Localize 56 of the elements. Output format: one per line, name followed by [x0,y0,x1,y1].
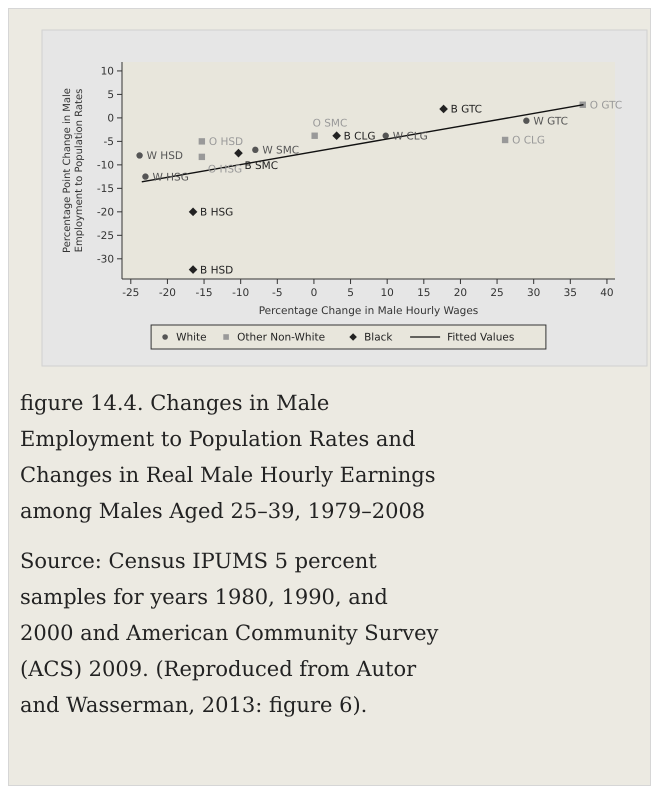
annotation: B CLG [344,130,376,142]
y-tick-label: 5 [107,89,114,102]
point [502,136,508,144]
x-axis-title: Percentage Change in Male Hourly Wages [258,305,478,317]
x-tick-label: -5 [272,287,283,299]
legend-label: Black [364,332,394,344]
x-tick-label: -25 [122,287,140,299]
annotation: W GTC [533,115,568,128]
x-tick-label: 5 [347,287,354,299]
point [332,131,341,140]
x-tick-label: 0 [310,287,318,299]
x-tick-label: -10 [232,287,250,299]
x-tick-label: 35 [564,287,578,299]
point [234,148,243,158]
legend-label: Fitted Values [447,332,514,344]
x-tick-label: -15 [195,287,213,299]
x-tick-label: 20 [454,287,468,299]
y-tick-label: -5 [104,136,114,148]
annotation: B GTC [450,104,482,116]
annotation: B HSD [200,264,234,276]
legend-label: White [176,332,207,344]
text: figure 14.4. Changes in Male Employment to Population Rates and Changes in Real Male Hourly Earnings among Males Aged 25–39, 1979–2008 [20,391,436,523]
annotation: B HSG [200,206,234,219]
annotation: O CLG [512,134,546,147]
source-note: Source: Census IPUMS 5 percent samples for years 1980, 1990, and 2000 and American Community Survey (ACS) 2009. (Reproduced from Autor and Wasserman, 2013: figure 6). [20,549,439,717]
y-tick-label: -10 [96,160,114,172]
annotation: O SMC [312,117,348,130]
x-tick-label: 30 [527,287,540,299]
y-axis-title: Percentage Point Change in Male Employment to Population Rates [62,88,85,253]
annotation: O GTC [590,99,622,112]
point [439,104,448,114]
y-tick-label: -15 [96,183,114,196]
legend-label: Other Non-White [237,332,326,344]
point [198,138,206,145]
x-tick-label: 40 [600,287,614,299]
point [311,132,318,139]
point [188,265,198,274]
y-tick-label: -20 [96,206,114,219]
point [198,154,206,160]
annotation: W HSD [146,150,183,162]
point [252,146,259,154]
y-tick-label: 10 [100,66,114,78]
annotation: W SMC [262,144,300,157]
y-tick-label: -30 [96,253,114,266]
point [136,152,143,159]
point [142,173,149,180]
x-tick-label: 25 [490,287,504,299]
x-tick-label: 10 [380,287,394,299]
x-tick-label: -20 [158,287,176,299]
y-tick-label: -25 [96,230,114,242]
point [382,132,389,139]
point [523,118,530,124]
annotation: O HSD [208,136,244,148]
y-tick-label: 0 [107,112,114,125]
point [188,208,198,216]
x-tick-label: 15 [417,287,430,299]
